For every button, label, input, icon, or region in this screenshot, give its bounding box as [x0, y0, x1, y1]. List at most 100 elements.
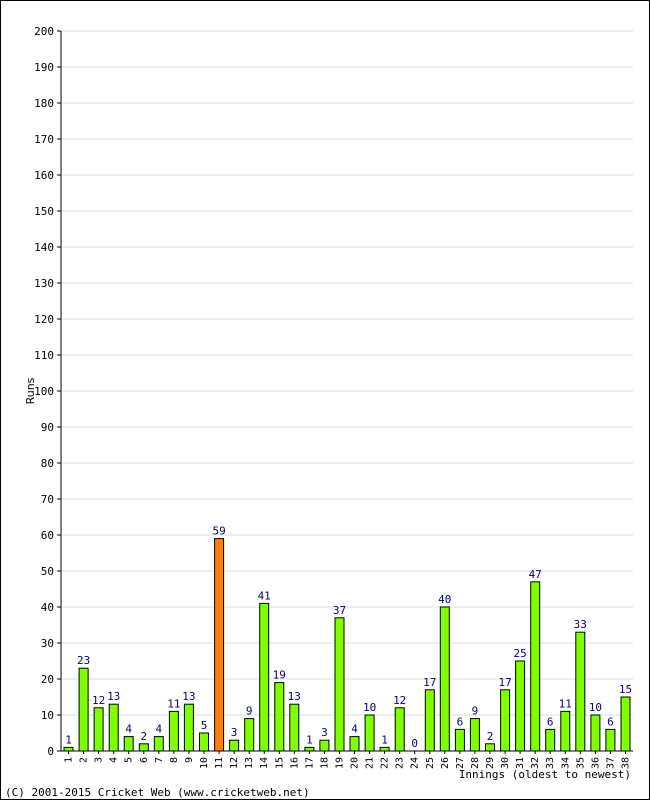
y-tick-label: 0 [47, 745, 54, 758]
bar [319, 739, 330, 752]
x-tick-label: 21 [365, 757, 376, 769]
y-tick-label: 160 [34, 169, 54, 182]
bar [274, 682, 285, 752]
bar [244, 718, 255, 752]
data-label: 19 [273, 669, 286, 682]
x-tick-label: 19 [335, 757, 346, 769]
x-tick-label: 9 [184, 757, 195, 763]
data-label: 0 [411, 737, 418, 750]
x-tick-label: 28 [470, 757, 481, 769]
data-label: 4 [155, 723, 162, 736]
x-tick-label: 33 [545, 757, 556, 769]
y-tick-label: 200 [34, 25, 54, 38]
data-label: 13 [107, 690, 120, 703]
y-tick-label: 150 [34, 205, 54, 218]
y-tick-label: 70 [41, 493, 54, 506]
data-label: 9 [246, 705, 253, 718]
bar [364, 714, 375, 752]
y-tick-label: 130 [34, 277, 54, 290]
bar [439, 606, 450, 752]
y-tick-label: 110 [34, 349, 54, 362]
bars [63, 538, 631, 752]
x-tick-label: 2 [79, 757, 90, 763]
data-label: 10 [363, 701, 376, 714]
x-tick-label: 1 [64, 757, 75, 763]
x-tick-label: 27 [455, 757, 466, 769]
x-tick-label: 35 [575, 757, 586, 769]
data-label: 3 [231, 726, 238, 739]
bar [289, 703, 300, 752]
y-tick-label: 140 [34, 241, 54, 254]
bar [183, 703, 194, 752]
x-tick-label: 5 [124, 757, 135, 763]
data-label: 6 [457, 715, 464, 728]
x-tick-label: 12 [229, 757, 240, 769]
copyright-footer: (C) 2001-2015 Cricket Web (www.cricketwe… [5, 786, 310, 799]
bar [379, 746, 390, 752]
bar [560, 710, 571, 752]
bar [138, 743, 149, 752]
bar [530, 581, 541, 752]
x-tick-label: 11 [214, 757, 225, 769]
y-tick-label: 20 [41, 673, 54, 686]
x-tick-label: 31 [515, 757, 526, 769]
data-label: 17 [423, 676, 436, 689]
x-tick-label: 3 [94, 757, 105, 763]
y-tick-label: 30 [41, 637, 54, 650]
x-tick-label: 36 [590, 757, 601, 769]
bar [349, 736, 360, 752]
data-label: 11 [167, 697, 180, 710]
x-tick-label: 38 [621, 757, 632, 769]
data-label: 2 [487, 730, 494, 743]
bar [93, 707, 104, 752]
y-tick-labels: 0 10 20 30 40 50 60 70 80 90 100 110 120 130 140 150 160… [34, 25, 54, 758]
data-label: 9 [472, 705, 479, 718]
x-tick-label: 37 [605, 757, 616, 769]
x-tick-label: 34 [560, 757, 571, 769]
bar [214, 538, 225, 752]
x-tick-label: 7 [154, 757, 165, 763]
y-tick-label: 120 [34, 313, 54, 326]
data-label: 1 [306, 733, 313, 746]
bar [545, 728, 556, 752]
bar [620, 696, 631, 752]
data-label: 47 [529, 568, 542, 581]
data-label: 5 [201, 719, 208, 732]
bar [259, 602, 270, 752]
bar [63, 746, 74, 752]
x-tick-label: 8 [169, 757, 180, 763]
data-label: 17 [498, 676, 511, 689]
data-label: 10 [589, 701, 602, 714]
y-axis-label: Runs [24, 377, 37, 404]
data-label: 15 [619, 683, 632, 696]
gridlines [57, 30, 633, 752]
y-tick-label: 180 [34, 97, 54, 110]
x-tick-label: 20 [350, 757, 361, 769]
data-label: 37 [333, 604, 346, 617]
bar [575, 631, 586, 752]
bar [485, 743, 495, 752]
x-tick-label: 24 [410, 757, 421, 769]
x-tick-label: 26 [440, 757, 451, 769]
data-label: 12 [92, 694, 105, 707]
data-label: 25 [513, 647, 526, 660]
bar [334, 617, 345, 752]
data-label: 33 [574, 618, 587, 631]
bar [168, 710, 179, 752]
data-label: 6 [547, 715, 554, 728]
data-label: 2 [140, 730, 147, 743]
data-label: 13 [288, 690, 301, 703]
data-label: 1 [65, 733, 72, 746]
bar [500, 689, 511, 752]
bar [394, 707, 405, 752]
data-label: 23 [77, 654, 90, 667]
data-label: 3 [321, 726, 328, 739]
data-label: 40 [438, 593, 451, 606]
bar [123, 736, 134, 752]
data-label: 41 [258, 589, 271, 602]
x-axis-label: Innings (oldest to newest) [459, 768, 631, 781]
x-tick-label: 17 [304, 757, 315, 769]
data-label: 4 [351, 723, 358, 736]
